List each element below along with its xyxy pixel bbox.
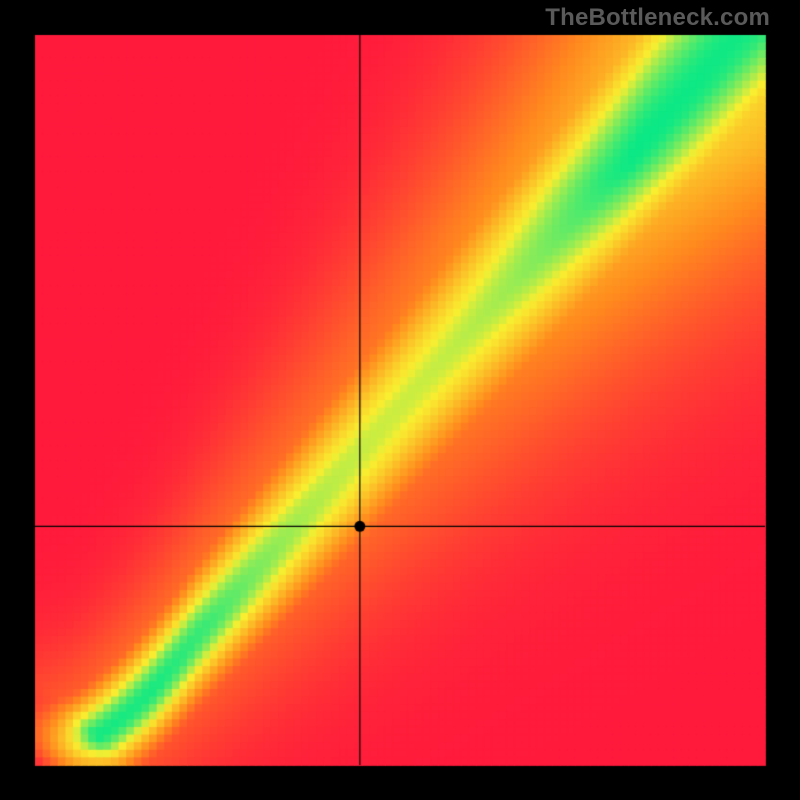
chart-container: TheBottleneck.com [0,0,800,800]
bottleneck-heatmap [0,0,800,800]
watermark-text: TheBottleneck.com [545,4,770,32]
